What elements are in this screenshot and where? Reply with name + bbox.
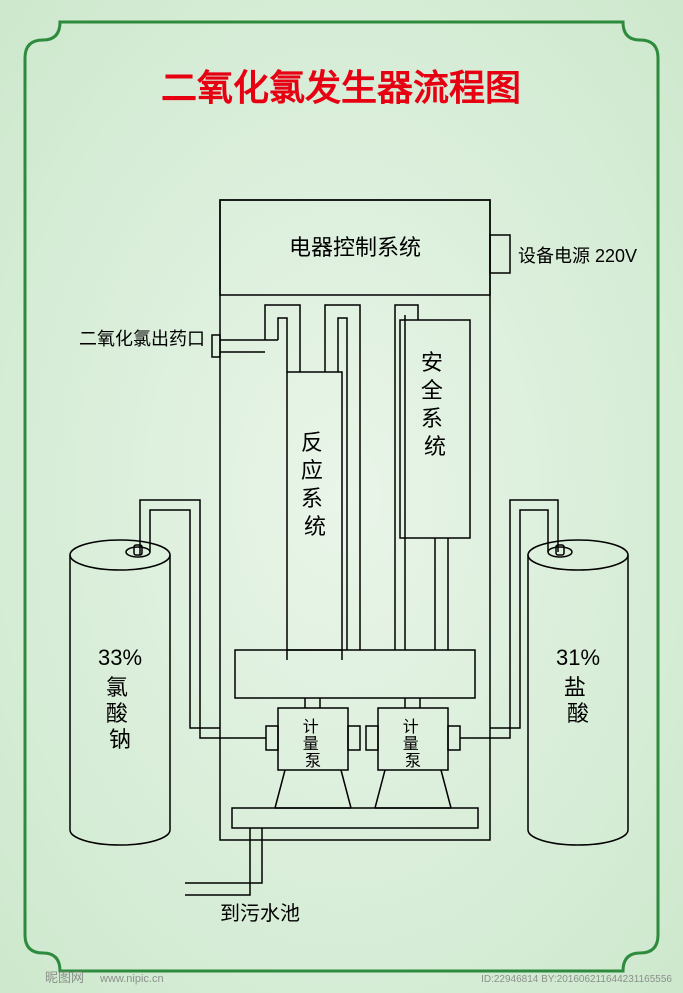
diagram-page: 二氧化氯发生器流程图 电器控制系统 设备电源 220V: [0, 0, 683, 993]
tank-left-name: 氯 酸 钠: [106, 675, 134, 752]
watermark-url: www.nipic.cn: [99, 973, 164, 985]
drain-label: 到污水池: [220, 902, 300, 925]
tank-right-percent: 31%: [556, 645, 600, 670]
outlet-label: 二氧化氯出药口: [79, 329, 205, 349]
tank-left-percent: 33%: [98, 645, 142, 670]
pump-left-label: 计 量 泵: [303, 718, 323, 770]
control-system-label: 电器控制系统: [289, 235, 421, 260]
diagram-svg: 二氧化氯发生器流程图 电器控制系统 设备电源 220V: [0, 0, 683, 993]
pump-right-label: 计 量 泵: [403, 718, 423, 770]
diagram-title: 二氧化氯发生器流程图: [161, 67, 521, 108]
watermark-site: 昵图网: [45, 970, 84, 985]
tank-right-name: 盐 酸: [564, 675, 592, 726]
power-label: 设备电源 220V: [518, 246, 637, 266]
watermark-id: ID:22946814 BY:201606211644231165556: [481, 974, 672, 985]
